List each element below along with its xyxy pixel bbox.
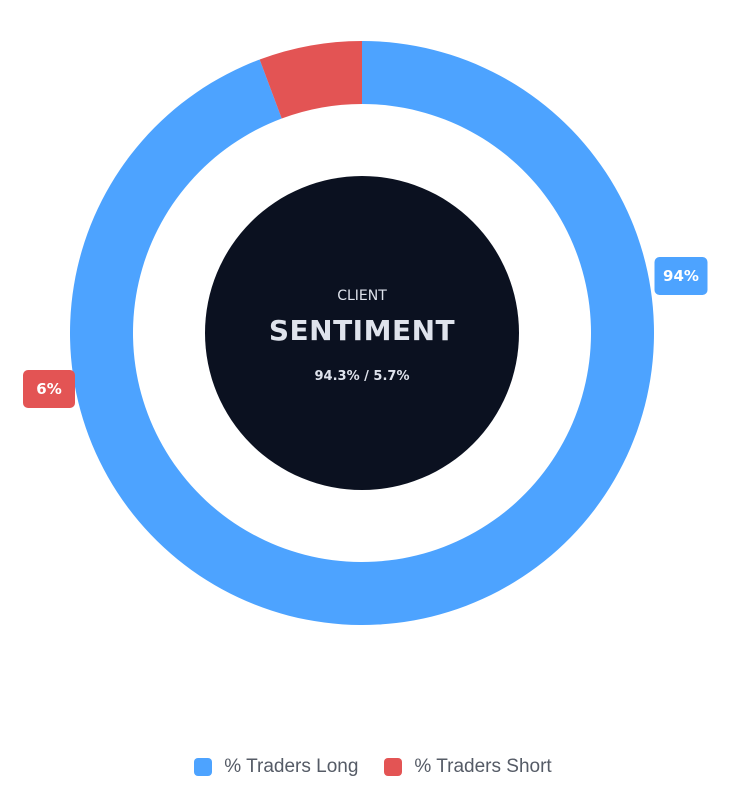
legend-swatch-long bbox=[194, 758, 213, 776]
slice-short[interactable] bbox=[259, 41, 362, 119]
center-title: SENTIMENT bbox=[269, 314, 455, 347]
legend: % Traders Long % Traders Short bbox=[0, 756, 746, 778]
center-ratio: 94.3% / 5.7% bbox=[315, 369, 410, 384]
legend-swatch-short bbox=[384, 758, 403, 776]
badge-label-long: 94% bbox=[663, 267, 699, 285]
legend-label-long: % Traders Long bbox=[224, 756, 359, 777]
badge-label-short: 6% bbox=[36, 380, 61, 398]
badge-short bbox=[23, 370, 75, 408]
center-kicker: CLIENT bbox=[337, 288, 387, 304]
donut-slices bbox=[70, 41, 655, 625]
badge-long bbox=[654, 257, 708, 295]
slice-badges: 94% 6% bbox=[23, 257, 708, 408]
legend-item-long[interactable]: % Traders Long bbox=[194, 756, 358, 778]
legend-item-short[interactable]: % Traders Short bbox=[384, 756, 552, 778]
center-disc bbox=[205, 176, 519, 490]
legend-label-short: % Traders Short bbox=[414, 756, 552, 777]
